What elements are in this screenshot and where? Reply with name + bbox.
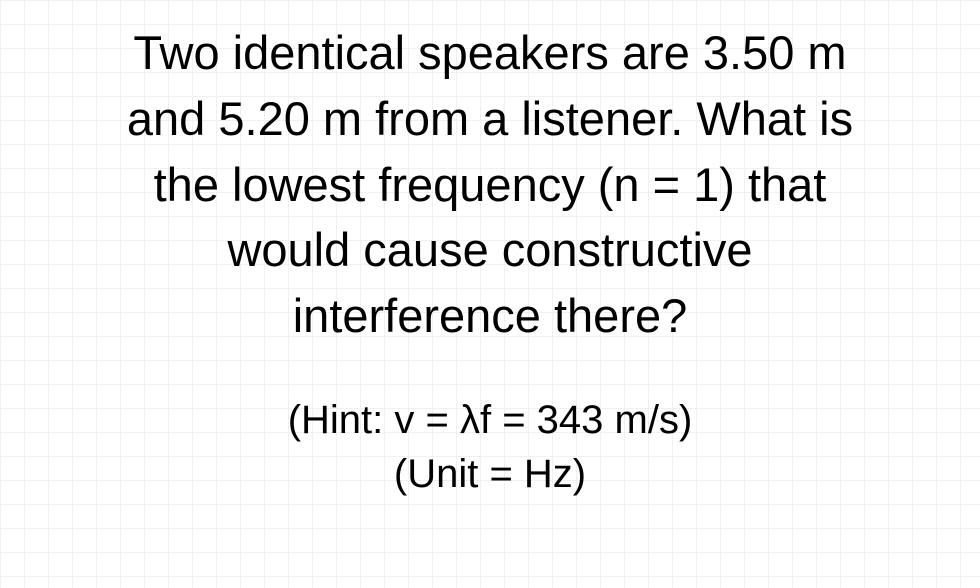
question-text: Two identical speakers are 3.50 m and 5.… — [20, 20, 960, 349]
hint-line: (Hint: v = λf = 343 m/s) — [20, 393, 960, 447]
question-line: the lowest frequency (n = 1) that — [20, 152, 960, 218]
hint-text: (Hint: v = λf = 343 m/s) (Unit = Hz) — [20, 393, 960, 501]
question-line: would cause constructive — [20, 217, 960, 283]
hint-line: (Unit = Hz) — [20, 447, 960, 501]
question-line: interference there? — [20, 283, 960, 349]
question-line: and 5.20 m from a listener. What is — [20, 86, 960, 152]
question-line: Two identical speakers are 3.50 m — [20, 20, 960, 86]
